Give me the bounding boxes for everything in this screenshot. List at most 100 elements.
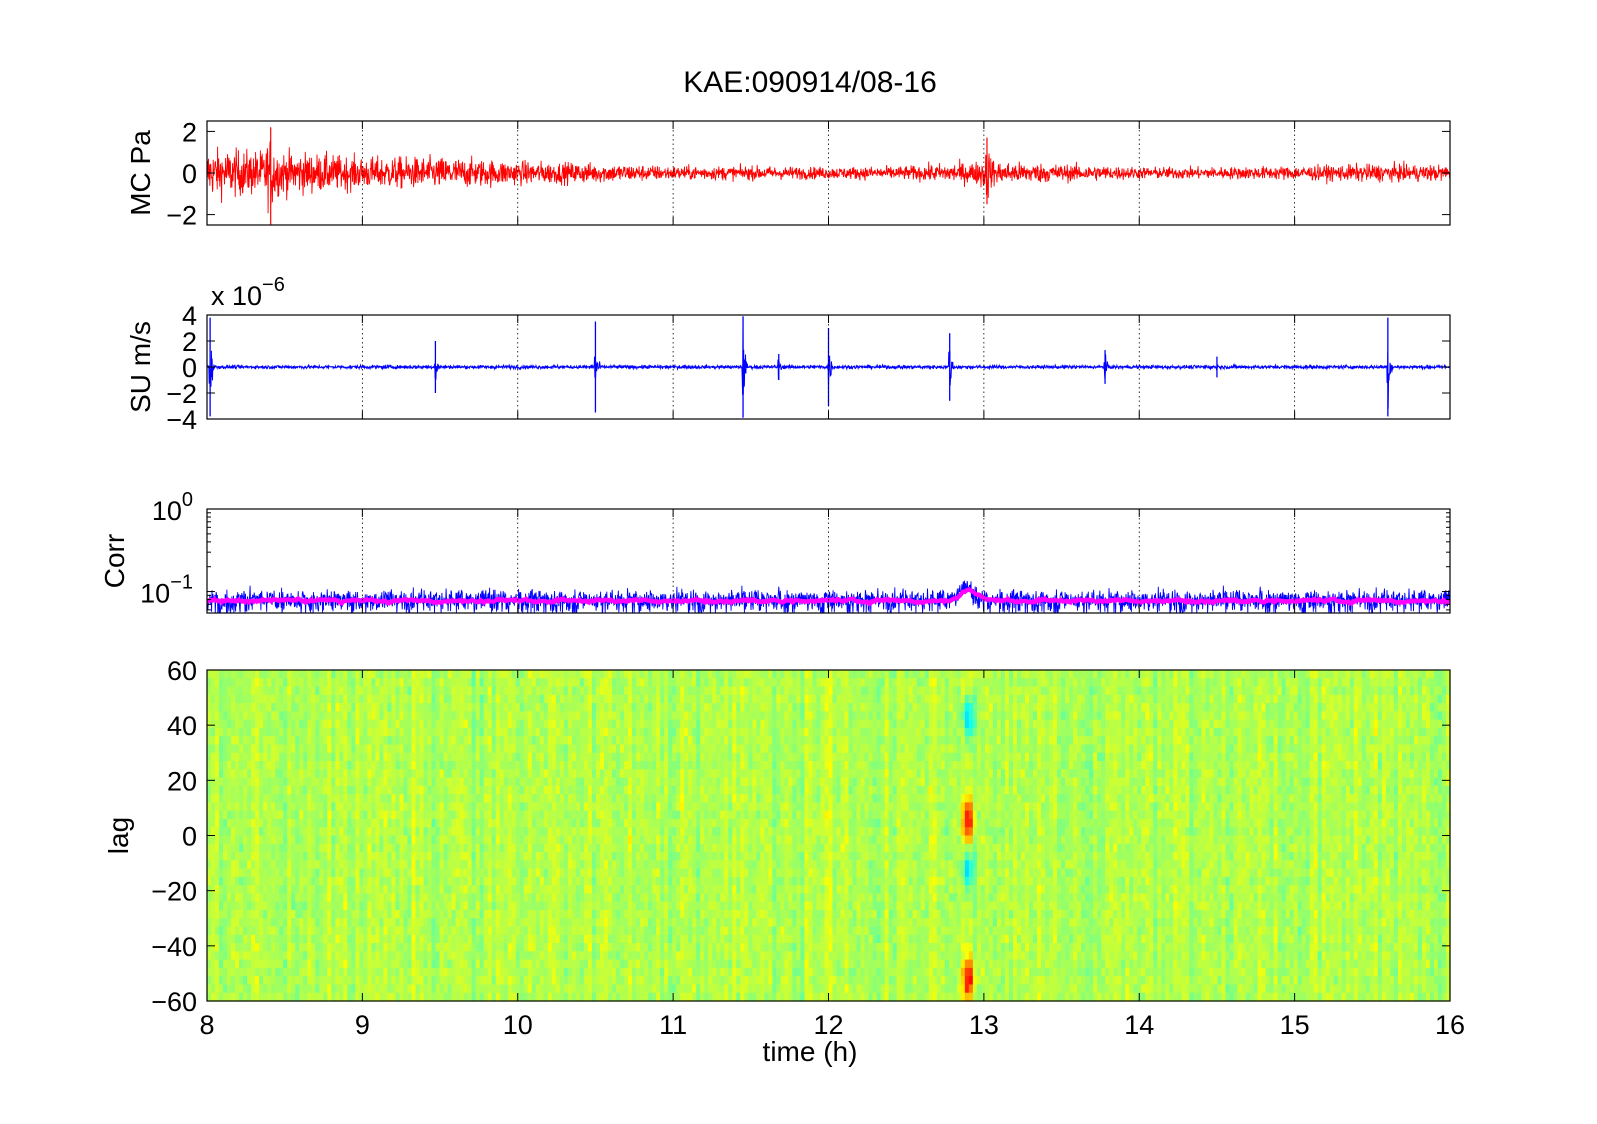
heatmap-cell [399, 794, 405, 804]
heatmap-cell [1385, 777, 1391, 787]
heatmap-cell [415, 670, 421, 679]
heatmap-cell [487, 686, 493, 696]
heatmap-cell [1061, 678, 1066, 688]
heatmap-cell [507, 727, 513, 737]
heatmap-cell [531, 686, 537, 696]
heatmap-cell [1405, 752, 1411, 762]
heatmap-cell [1261, 694, 1267, 704]
heatmap-cell [800, 678, 806, 688]
heatmap-cell [1193, 736, 1198, 746]
heatmap-cell [279, 719, 284, 729]
heatmap-cell [904, 670, 910, 679]
heatmap-cell [595, 711, 601, 721]
heatmap-cell [1213, 727, 1219, 737]
heatmap-cell [1429, 769, 1435, 779]
heatmap-cell [363, 769, 368, 779]
heatmap-cell [864, 785, 870, 795]
heatmap-cell [1441, 686, 1447, 696]
heatmap-cell [776, 736, 781, 746]
heatmap-cell [551, 752, 557, 762]
heatmap-cell [692, 719, 697, 729]
heatmap-cell [1433, 686, 1439, 696]
heatmap-cell [1309, 785, 1315, 795]
heatmap-cell [407, 744, 413, 754]
heatmap-cell [395, 678, 401, 688]
heatmap-cell [567, 727, 573, 737]
heatmap-cell [1377, 769, 1383, 779]
heatmap-cell [467, 711, 473, 721]
heatmap-cell [652, 711, 657, 721]
heatmap-cell [916, 761, 922, 770]
heatmap-cell [940, 727, 946, 737]
heatmap-cell [916, 694, 922, 704]
heatmap-cell [700, 761, 705, 770]
heatmap-cell [331, 711, 336, 721]
heatmap-cell [583, 785, 589, 795]
heatmap-cell [1041, 678, 1046, 688]
heatmap-cell [1097, 670, 1102, 679]
heatmap-cell [632, 794, 637, 804]
heatmap-cell [343, 794, 348, 804]
heatmap-cell [924, 769, 930, 779]
heatmap-cell [1257, 744, 1263, 754]
heatmap-cell [1437, 736, 1443, 746]
heatmap-cell [1237, 727, 1243, 737]
heatmap-cell [1377, 761, 1383, 770]
heatmap-cell [636, 752, 641, 762]
heatmap-cell [980, 686, 986, 696]
heatmap-cell [1217, 752, 1223, 762]
heatmap-cell [491, 670, 497, 679]
heatmap-cell [764, 678, 769, 688]
heatmap-cell [495, 794, 501, 804]
heatmap-cell [303, 777, 308, 787]
heatmap-cell [672, 686, 677, 696]
heatmap-cell [1205, 777, 1211, 787]
heatmap-cell [908, 752, 914, 762]
heatmap-cell [1177, 769, 1182, 779]
heatmap-cell [1349, 744, 1355, 754]
heatmap-cell [1089, 694, 1094, 704]
heatmap-cell [672, 703, 677, 712]
heatmap-cell [439, 794, 445, 804]
heatmap-cell [207, 711, 212, 721]
heatmap-cell [351, 678, 356, 688]
heatmap-cell [1057, 744, 1062, 754]
heatmap-cell [575, 719, 581, 729]
heatmap-cell [952, 711, 958, 721]
heatmap-cell [632, 752, 637, 762]
heatmap-cell [896, 719, 902, 729]
heatmap-cell [672, 785, 677, 795]
heatmap-cell [836, 703, 842, 712]
heatmap-cell [1437, 719, 1443, 729]
heatmap-cell [1161, 694, 1166, 704]
heatmap-cell [379, 769, 385, 779]
heatmap-cell [1309, 686, 1315, 696]
heatmap-cell [1445, 719, 1451, 729]
heatmap-cell [768, 769, 773, 779]
heatmap-cell [740, 761, 745, 770]
heatmap-cell [1389, 678, 1395, 688]
heatmap-cell [387, 752, 393, 762]
heatmap-cell [231, 727, 236, 737]
heatmap-cell [1016, 769, 1022, 779]
heatmap-cell [920, 794, 926, 804]
heatmap-cell [1357, 785, 1363, 795]
heatmap-cell [796, 769, 802, 779]
heatmap-cell [1057, 703, 1062, 712]
heatmap-cell [1161, 686, 1166, 696]
heatmap-cell [1061, 785, 1066, 795]
heatmap-cell [784, 744, 789, 754]
heatmap-cell [704, 736, 709, 746]
heatmap-cell [1237, 670, 1243, 679]
heatmap-cell [728, 670, 733, 679]
heatmap-cell [1357, 727, 1363, 737]
heatmap-cell [1313, 769, 1319, 779]
heatmap-cell [996, 686, 1002, 696]
heatmap-cell [1125, 727, 1130, 737]
heatmap-cell [1097, 744, 1102, 754]
heatmap-cell [892, 670, 898, 679]
heatmap-cell [880, 711, 886, 721]
heatmap-cell [499, 703, 505, 712]
heatmap-cell [275, 744, 280, 754]
heatmap-cell [451, 769, 457, 779]
